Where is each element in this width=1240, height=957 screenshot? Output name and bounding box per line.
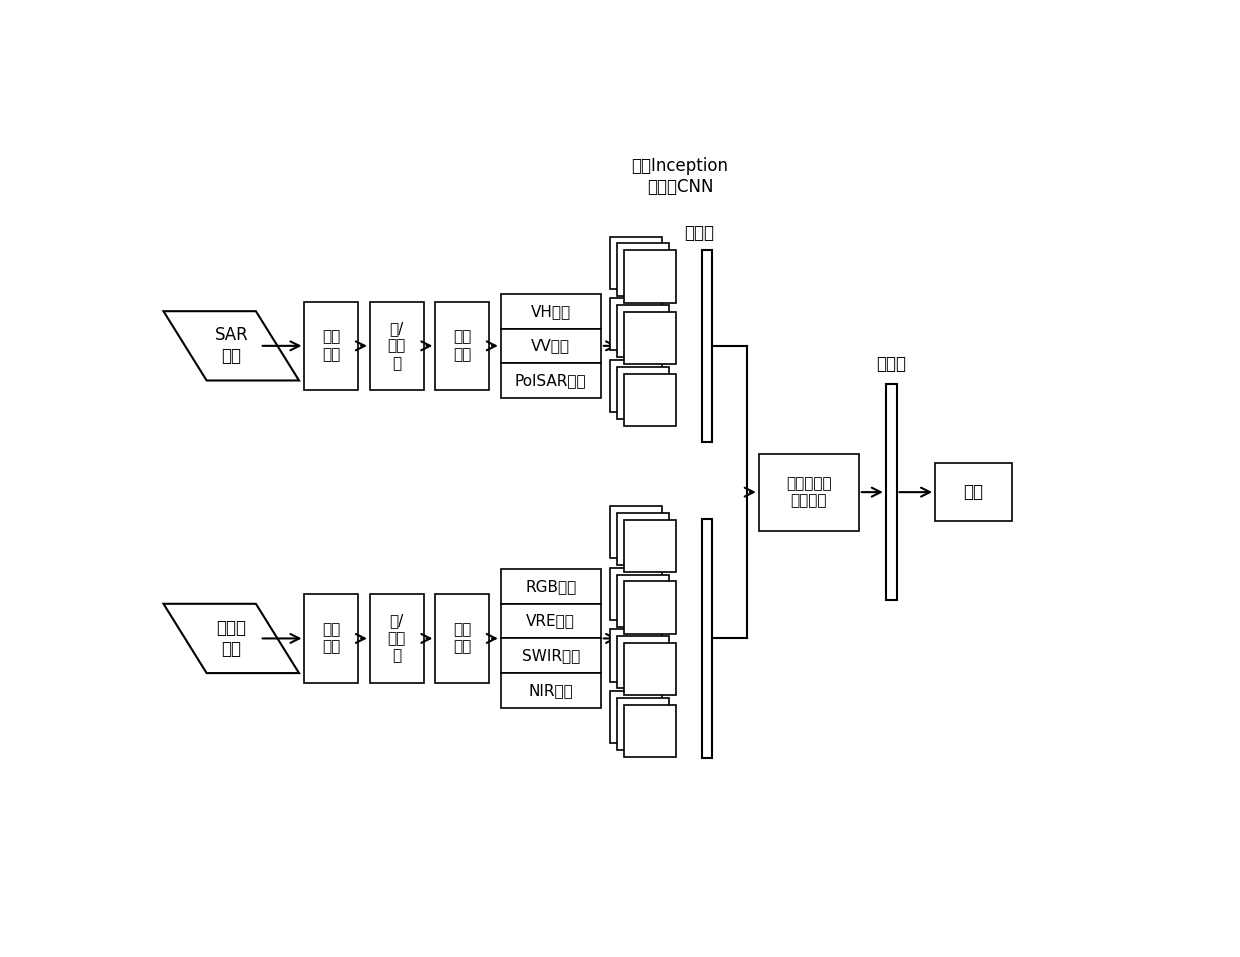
Bar: [610, 360, 662, 412]
Text: 特征图: 特征图: [877, 355, 906, 373]
Text: VV波段: VV波段: [531, 339, 570, 353]
Bar: [618, 513, 670, 566]
Bar: [624, 704, 676, 757]
Text: 分类: 分类: [963, 483, 983, 501]
Text: RGB波段: RGB波段: [526, 579, 577, 594]
Bar: [370, 594, 424, 682]
Bar: [624, 312, 676, 365]
Text: 基于Inception
的分支CNN: 基于Inception 的分支CNN: [631, 157, 729, 196]
Bar: [618, 367, 670, 419]
Text: 多光谱
数据: 多光谱 数据: [216, 619, 247, 657]
Text: SAR
数据: SAR 数据: [215, 326, 248, 366]
Polygon shape: [164, 604, 299, 673]
Bar: [370, 301, 424, 390]
Bar: [610, 629, 662, 681]
Bar: [501, 294, 601, 328]
Text: VH波段: VH波段: [531, 303, 570, 319]
Bar: [610, 298, 662, 350]
Bar: [624, 251, 676, 302]
Text: PolSAR波段: PolSAR波段: [515, 373, 587, 388]
Text: 波段
选择: 波段 选择: [322, 329, 341, 362]
Text: 增强型稠密
卷积网络: 增强型稠密 卷积网络: [786, 476, 832, 508]
Bar: [501, 363, 601, 398]
Bar: [304, 301, 358, 390]
Text: VRE波段: VRE波段: [526, 613, 575, 629]
Bar: [501, 673, 601, 708]
Polygon shape: [164, 311, 299, 381]
Text: 上/
下采
样: 上/ 下采 样: [388, 321, 405, 370]
Bar: [935, 463, 1012, 521]
Bar: [624, 643, 676, 696]
Bar: [610, 236, 662, 289]
Bar: [501, 569, 601, 604]
Bar: [618, 243, 670, 296]
Bar: [501, 638, 601, 673]
Bar: [435, 594, 490, 682]
Bar: [759, 454, 859, 530]
Bar: [702, 250, 713, 442]
Bar: [501, 328, 601, 363]
Text: 上/
下采
样: 上/ 下采 样: [388, 613, 405, 663]
Bar: [618, 574, 670, 627]
Bar: [435, 301, 490, 390]
Bar: [610, 506, 662, 558]
Text: 特征图: 特征图: [684, 224, 714, 242]
Bar: [304, 594, 358, 682]
Bar: [618, 636, 670, 688]
Bar: [885, 385, 897, 600]
Text: SWIR波段: SWIR波段: [522, 648, 580, 663]
Text: NIR波段: NIR波段: [528, 683, 573, 698]
Text: 波段
组合: 波段 组合: [453, 329, 471, 362]
Bar: [624, 520, 676, 572]
Bar: [702, 519, 713, 758]
Bar: [618, 305, 670, 357]
Bar: [501, 604, 601, 638]
Text: 波段
选择: 波段 选择: [322, 622, 341, 655]
Bar: [610, 568, 662, 620]
Bar: [624, 582, 676, 634]
Bar: [624, 373, 676, 426]
Text: 波段
组合: 波段 组合: [453, 622, 471, 655]
Bar: [610, 691, 662, 744]
Bar: [618, 698, 670, 750]
